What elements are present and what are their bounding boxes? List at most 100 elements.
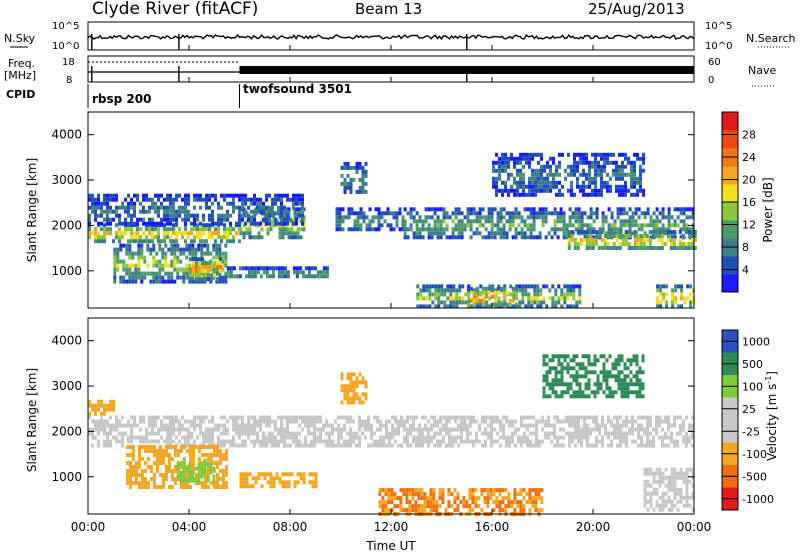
power-cell (570, 238, 574, 242)
velocity-cell (143, 445, 147, 449)
velocity-cell (490, 443, 493, 448)
velocity-cell (146, 465, 150, 469)
power-cell (211, 235, 214, 240)
velocity-cell (583, 435, 586, 440)
velocity-cell (194, 445, 198, 449)
power-cell (146, 271, 150, 276)
velocity-cell (643, 491, 647, 496)
power-cell (113, 267, 117, 272)
velocity-cell (430, 415, 433, 420)
power-cell (501, 152, 504, 157)
velocity-cell (511, 423, 514, 428)
velocity-cell (133, 415, 136, 420)
velocity-cell (313, 443, 316, 448)
velocity-cell (151, 423, 154, 428)
velocity-cell (220, 431, 223, 436)
power-cell (616, 231, 620, 236)
velocity-cell (414, 488, 418, 493)
power-cell (490, 211, 494, 216)
power-cell (576, 180, 579, 185)
velocity-cell (314, 476, 318, 481)
power-cell (528, 152, 531, 157)
power-cell (639, 172, 642, 177)
power-cell (146, 247, 150, 252)
velocity-cell (435, 504, 439, 509)
power-cell (646, 211, 650, 216)
power-cell (514, 207, 518, 212)
power-cell (597, 152, 600, 157)
velocity-cell (661, 507, 665, 512)
power-cell (137, 259, 141, 264)
power-cell (115, 235, 118, 240)
velocity-cell (623, 386, 627, 391)
power-cell (534, 184, 537, 189)
power-cell (642, 160, 645, 165)
velocity-cell (308, 472, 312, 477)
power-cell (204, 273, 207, 278)
velocity-cell (103, 439, 106, 444)
velocity-cell (172, 415, 175, 420)
power-cell (173, 279, 177, 284)
velocity-cell (289, 443, 292, 448)
velocity-cell (289, 435, 292, 440)
power-cell (528, 184, 531, 189)
velocity-cell (278, 476, 282, 481)
velocity-cell (620, 394, 624, 399)
velocity-cell (574, 423, 577, 428)
power-cell (534, 188, 537, 193)
power-cell (436, 227, 440, 232)
power-cell (235, 221, 238, 226)
power-cell (295, 197, 298, 202)
velocity-cell (436, 443, 439, 448)
velocity-cell (109, 399, 112, 404)
power-cell (663, 230, 667, 234)
power-cell (151, 239, 154, 244)
power-cell (445, 223, 449, 228)
power-cell (600, 180, 603, 185)
velocity-cell (586, 423, 589, 428)
power-cell (631, 223, 635, 228)
power-cell (427, 223, 431, 228)
power-cell (446, 296, 450, 301)
power-cell (679, 227, 683, 232)
noise-right-tick-bottom: 10^0 (705, 41, 732, 52)
power-cell (478, 290, 482, 295)
velocity-cell (676, 415, 679, 420)
velocity-cell (262, 443, 265, 448)
power-cell (364, 189, 368, 194)
power-cell (193, 205, 196, 210)
velocity-cell (529, 431, 532, 436)
power-cell (205, 239, 208, 244)
power-cell (340, 173, 344, 178)
power-cell (543, 180, 546, 185)
velocity-cell (223, 415, 226, 420)
power-cell (386, 223, 390, 228)
power-cell (115, 223, 118, 228)
power-cell (553, 227, 557, 232)
power-cell (190, 213, 193, 218)
power-cell (537, 180, 540, 185)
power-cell (359, 223, 363, 228)
velocity-cell (211, 415, 214, 420)
velocity-cell (155, 465, 159, 469)
velocity-cell (667, 483, 671, 488)
power-cell (316, 274, 320, 279)
velocity-cell (664, 499, 668, 504)
power-cell (155, 263, 159, 268)
power-cell (545, 304, 549, 309)
velocity-cell (619, 439, 622, 444)
velocity-cell (310, 415, 313, 420)
velocity-cell (376, 427, 379, 432)
velocity-colorbar-label: 500 (742, 358, 763, 371)
velocity-cell (580, 439, 583, 444)
velocity-cell (622, 435, 625, 440)
power-cell (576, 246, 580, 250)
velocity-cell (608, 390, 612, 395)
velocity-cell (569, 394, 573, 399)
power-cell (148, 205, 151, 210)
power-cell (586, 227, 590, 232)
velocity-cell (421, 443, 424, 448)
power-cell (628, 219, 632, 224)
power-cell (172, 223, 175, 228)
